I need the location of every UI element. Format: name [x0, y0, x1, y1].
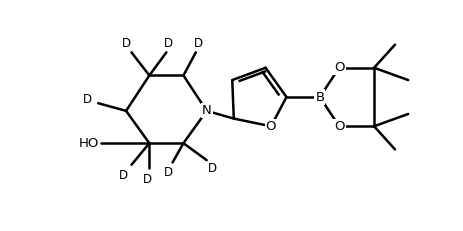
Text: D: D [164, 37, 173, 50]
Text: D: D [121, 37, 131, 50]
Text: D: D [119, 169, 128, 182]
Text: D: D [208, 162, 218, 175]
Text: D: D [143, 173, 151, 186]
Text: O: O [266, 120, 276, 133]
Text: D: D [83, 93, 92, 106]
Text: O: O [334, 61, 344, 74]
Text: B: B [315, 91, 325, 103]
Text: D: D [164, 166, 173, 179]
Text: N: N [202, 104, 212, 117]
Text: HO: HO [78, 137, 99, 150]
Text: D: D [194, 37, 203, 50]
Text: O: O [334, 120, 344, 133]
